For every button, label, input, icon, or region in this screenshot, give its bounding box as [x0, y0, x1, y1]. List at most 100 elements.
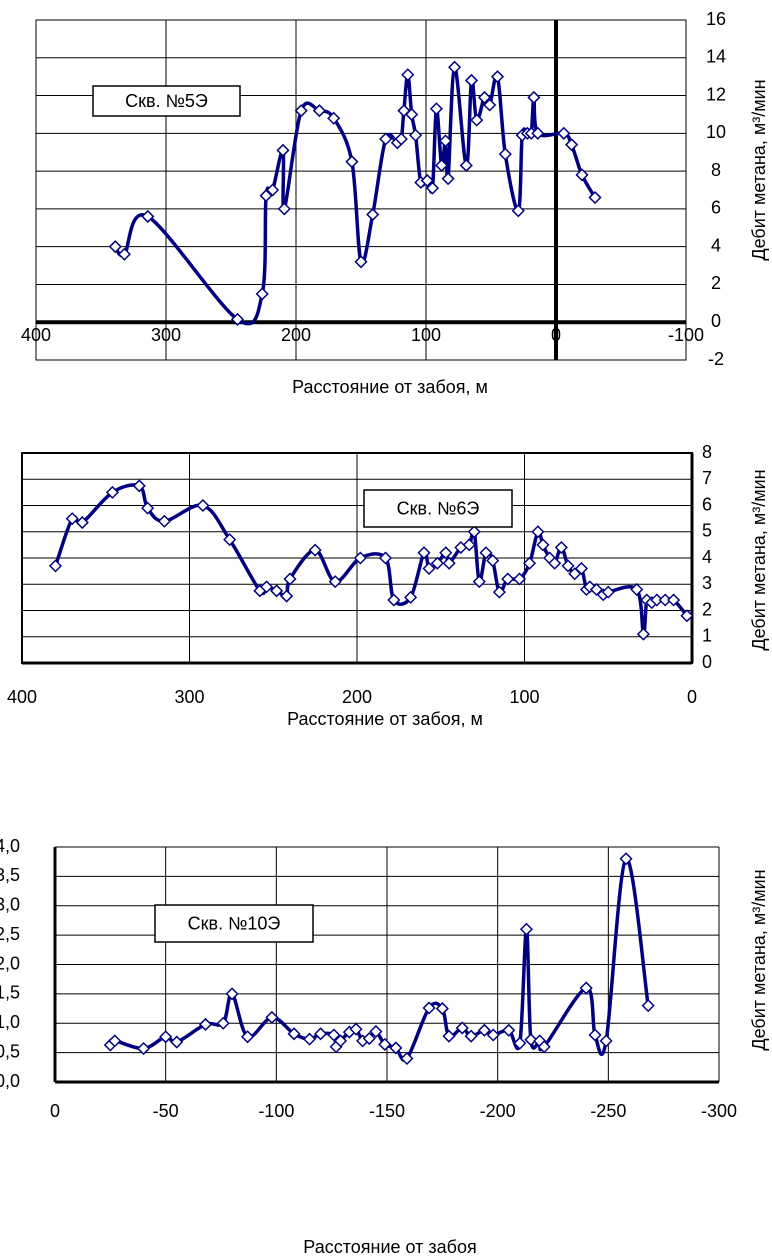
data-point [405, 107, 419, 122]
data-point [108, 1034, 122, 1048]
data-point [259, 189, 273, 203]
y-tick-label: 0 [711, 311, 721, 331]
data-point [442, 1029, 456, 1043]
data-point [435, 158, 449, 173]
y-tick-label: 1,0 [0, 1012, 20, 1032]
data-point [422, 561, 436, 576]
y-tick-label: 8 [711, 160, 721, 180]
y-tick-label: 3 [702, 573, 712, 593]
data-point [48, 559, 63, 573]
data-point [136, 1041, 151, 1056]
data-point [362, 1031, 376, 1046]
data-point [554, 540, 568, 555]
data-point [108, 240, 122, 254]
data-point [501, 572, 515, 586]
y-tick-label: 14 [706, 47, 726, 67]
data-point [378, 551, 393, 565]
data-point [579, 981, 593, 995]
data-point [536, 538, 550, 552]
data-point [459, 158, 473, 173]
data-point [105, 485, 120, 499]
x-tick-label: 100 [411, 325, 441, 345]
data-point [157, 514, 171, 528]
data-point [680, 609, 694, 623]
x-tick-label: 400 [7, 687, 37, 707]
y-axis-label: Дебит метана, м³/мин [749, 469, 769, 650]
data-point [477, 1023, 491, 1037]
y-tick-label: -2 [708, 349, 724, 369]
data-point [397, 104, 411, 118]
y-tick-label: 4 [702, 547, 712, 567]
y-tick-label: 12 [706, 84, 726, 104]
data-point [522, 556, 537, 570]
data-point [327, 111, 341, 125]
x-tick-label: 200 [281, 325, 311, 345]
y-tick-label: 8 [702, 442, 712, 462]
data-point [349, 1022, 363, 1036]
data-point [575, 168, 589, 182]
y-tick-label: 2 [711, 273, 721, 293]
data-point [513, 1036, 527, 1050]
data-point [527, 90, 541, 105]
annotation-box [92, 85, 241, 117]
data-point [328, 575, 342, 589]
data-point [483, 98, 497, 112]
data-point [283, 572, 297, 586]
data-point [409, 128, 423, 142]
data-point [255, 287, 269, 301]
data-point [630, 582, 644, 597]
x-tick-label: 200 [342, 687, 372, 707]
data-point [425, 181, 440, 195]
data-point [438, 134, 453, 148]
data-point [389, 1041, 403, 1055]
x-tick-label: -50 [153, 1101, 179, 1121]
x-tick-label: -100 [258, 1101, 294, 1121]
data-point [531, 126, 545, 140]
y-tick-label: 3,5 [0, 865, 20, 885]
data-point [141, 209, 155, 224]
data-point [641, 999, 655, 1013]
y-axis-label: Дебит метана, м³/мин [749, 79, 769, 260]
y-tick-label: 2,0 [0, 953, 20, 973]
data-point [442, 556, 456, 570]
data-point [619, 852, 633, 866]
data-point [548, 556, 562, 570]
y-tick-label: 2 [702, 599, 712, 619]
data-point [225, 987, 239, 1001]
data-point [537, 1040, 551, 1054]
data-point [430, 556, 444, 570]
data-point [492, 585, 506, 599]
data-point [511, 204, 525, 218]
y-tick-label: 0,5 [0, 1041, 20, 1061]
data-point [574, 561, 589, 576]
x-tick-label: -200 [480, 1101, 516, 1121]
data-point [498, 147, 512, 161]
data-point [265, 1010, 279, 1024]
annotation-box [154, 904, 314, 943]
data-point [588, 1028, 602, 1042]
data-point [223, 533, 237, 547]
annotation: Скв. №5Э [125, 91, 208, 111]
y-tick-label: 7 [702, 468, 712, 488]
data-point [387, 593, 401, 607]
plot-frame [21, 452, 693, 664]
data-point [369, 1024, 383, 1039]
y-tick-label: 1 [702, 626, 712, 646]
data-point [467, 525, 481, 539]
data-point [75, 516, 89, 530]
x-tick-label: 300 [174, 687, 204, 707]
y-tick-label: 4 [711, 235, 721, 255]
data-point [366, 207, 380, 222]
x-tick-label: -250 [590, 1101, 626, 1121]
data-point [259, 580, 274, 594]
data-point [327, 1028, 341, 1042]
data-point [302, 1032, 317, 1046]
y-tick-label: 10 [706, 122, 726, 142]
data-point [519, 922, 534, 936]
data-point [353, 551, 367, 565]
data-point [502, 1023, 516, 1037]
x-axis-label: Расстояние от забоя, м [287, 709, 483, 729]
data-point [490, 70, 505, 84]
data-point [531, 525, 545, 539]
